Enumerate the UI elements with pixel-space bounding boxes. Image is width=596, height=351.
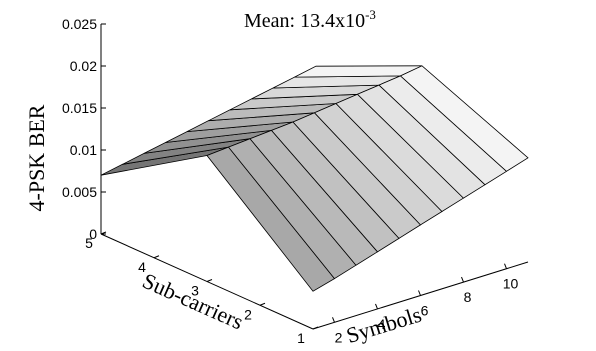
y-tick-label: 1 bbox=[297, 330, 305, 346]
z-tick-label: 0.015 bbox=[62, 100, 97, 116]
y-tick-mark bbox=[100, 231, 107, 235]
z-tick-label: 0.02 bbox=[70, 58, 97, 74]
x-tick-label: 10 bbox=[503, 276, 519, 292]
tick-labels: 0 0.005 0.01 0.015 0.02 0.025 1 2 3 4 5 2 4 6 8 10 bbox=[62, 16, 519, 346]
x-tick-mark bbox=[504, 263, 507, 269]
z-axis-title: 4-PSK BER bbox=[24, 104, 49, 211]
y-tick-mark bbox=[206, 279, 213, 282]
surface-patches bbox=[100, 65, 529, 292]
surface-patch bbox=[399, 65, 529, 172]
x-tick-label: 8 bbox=[464, 289, 472, 305]
x-tick-label: 2 bbox=[335, 329, 343, 345]
x-axis-title: Symbols bbox=[343, 302, 424, 348]
z-tick-label: 0.025 bbox=[62, 16, 97, 32]
y-tick-mark bbox=[259, 302, 266, 306]
z-tick-label: 0 bbox=[89, 226, 97, 242]
x-tick-label: 4 bbox=[378, 316, 386, 332]
x-tick-mark bbox=[332, 317, 335, 323]
y-tick-label: 3 bbox=[191, 283, 199, 299]
y-axis-title: Sub-carriers bbox=[139, 268, 247, 335]
x-tick-mark bbox=[461, 276, 464, 283]
y-tick-label: 5 bbox=[85, 235, 93, 251]
mean-annotation: Mean: 13.4x10-3 bbox=[244, 7, 376, 32]
z-tick-label: 0.01 bbox=[70, 142, 97, 158]
z-tick-label: 0.005 bbox=[62, 184, 97, 200]
y-tick-mark bbox=[153, 255, 160, 259]
y-tick-label: 4 bbox=[138, 259, 146, 275]
x-tick-mark bbox=[375, 303, 378, 310]
x-tick-mark bbox=[418, 290, 421, 296]
y-tick-label: 2 bbox=[244, 306, 252, 322]
x-tick-label: 6 bbox=[421, 303, 429, 319]
y-tick-mark bbox=[312, 326, 319, 330]
axes bbox=[100, 23, 529, 330]
